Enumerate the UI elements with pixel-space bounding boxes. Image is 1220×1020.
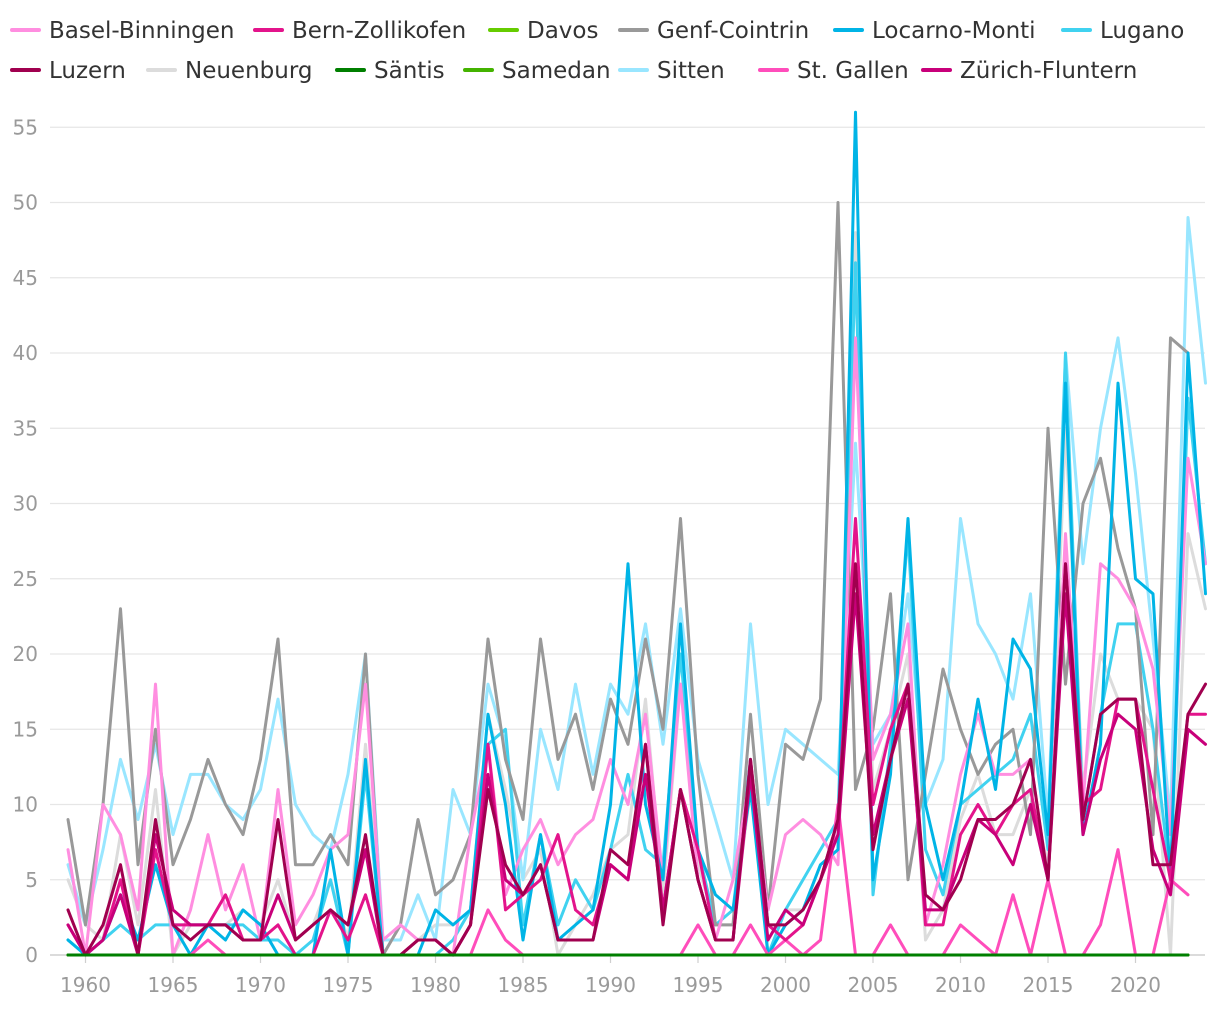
legend-label: Samedan <box>502 58 611 84</box>
legend-item-sitten: Sitten <box>618 58 725 84</box>
legend-item-locarno-monti: Locarno-Monti <box>833 18 1036 44</box>
y-tick-label: 25 <box>13 567 38 591</box>
x-tick-label: 2015 <box>1023 973 1074 997</box>
legend-label: Lugano <box>1100 18 1184 44</box>
y-tick-label: 35 <box>13 416 38 440</box>
y-axis-tick-labels: 0 5 10 15 20 25 30 35 40 45 50 55 <box>13 115 38 967</box>
series-line-locarno-monti <box>66 110 1207 957</box>
legend-label: Luzern <box>49 58 126 84</box>
y-tick-label: 55 <box>13 115 38 139</box>
legend-item-st-gallen: St. Gallen <box>758 58 909 84</box>
legend-item-davos: Davos <box>488 18 598 44</box>
y-tick-label: 5 <box>25 868 38 892</box>
y-tick-label: 20 <box>13 642 38 666</box>
x-tick-label: 2020 <box>1110 973 1161 997</box>
x-tick-label: 1980 <box>410 973 461 997</box>
legend-item-neuenburg: Neuenburg <box>146 58 313 84</box>
x-tick-label: 1995 <box>673 973 724 997</box>
legend-label: Zürich-Fluntern <box>960 58 1137 84</box>
series-lines <box>66 110 1207 957</box>
legend-label: Säntis <box>374 58 445 84</box>
legend-item-s-ntis: Säntis <box>335 58 445 84</box>
legend-item-genf-cointrin: Genf-Cointrin <box>618 18 809 44</box>
legend-label: Locarno-Monti <box>872 18 1036 44</box>
legend-label: Basel-Binningen <box>49 18 235 44</box>
legend-item-z-rich-fluntern: Zürich-Fluntern <box>921 58 1137 84</box>
x-tick-label: 2000 <box>760 973 811 997</box>
series-line-lugano <box>66 261 1207 957</box>
legend-item-basel-binningen: Basel-Binningen <box>10 18 235 44</box>
legend: Basel-Binningen Bern-Zollikofen Davos Genf-… <box>10 18 1184 84</box>
legend-item-bern-zollikofen: Bern-Zollikofen <box>253 18 466 44</box>
y-tick-label: 15 <box>13 717 38 741</box>
legend-item-lugano: Lugano <box>1061 18 1184 44</box>
y-tick-label: 45 <box>13 266 38 290</box>
series-line-basel-binningen <box>66 336 1207 957</box>
legend-label: Genf-Cointrin <box>657 18 809 44</box>
y-tick-label: 50 <box>13 191 38 215</box>
y-tick-label: 30 <box>13 492 38 516</box>
legend-label: Davos <box>527 18 598 44</box>
legend-label: St. Gallen <box>797 58 909 84</box>
x-tick-label: 1990 <box>585 973 636 997</box>
series-line-luzern <box>66 562 1207 957</box>
y-tick-label: 40 <box>13 341 38 365</box>
x-tick-label: 1960 <box>60 973 111 997</box>
x-tick-label: 2010 <box>935 973 986 997</box>
legend-label: Neuenburg <box>185 58 313 84</box>
x-tick-label: 1965 <box>148 973 199 997</box>
x-tick-label: 2005 <box>848 973 899 997</box>
x-tick-label: 1970 <box>235 973 286 997</box>
series-line-neuenburg <box>66 231 1207 957</box>
x-tick-label: 1985 <box>498 973 549 997</box>
y-tick-label: 10 <box>13 793 38 817</box>
y-tick-label: 0 <box>25 943 38 967</box>
legend-item-samedan: Samedan <box>463 58 611 84</box>
legend-label: Bern-Zollikofen <box>292 18 466 44</box>
x-tick-label: 1975 <box>323 973 374 997</box>
legend-item-luzern: Luzern <box>10 58 126 84</box>
x-axis-tick-labels: 1960 1965 1970 1975 1980 1985 1990 1995 2000 2005… <box>60 955 1161 997</box>
legend-label: Sitten <box>657 58 725 84</box>
